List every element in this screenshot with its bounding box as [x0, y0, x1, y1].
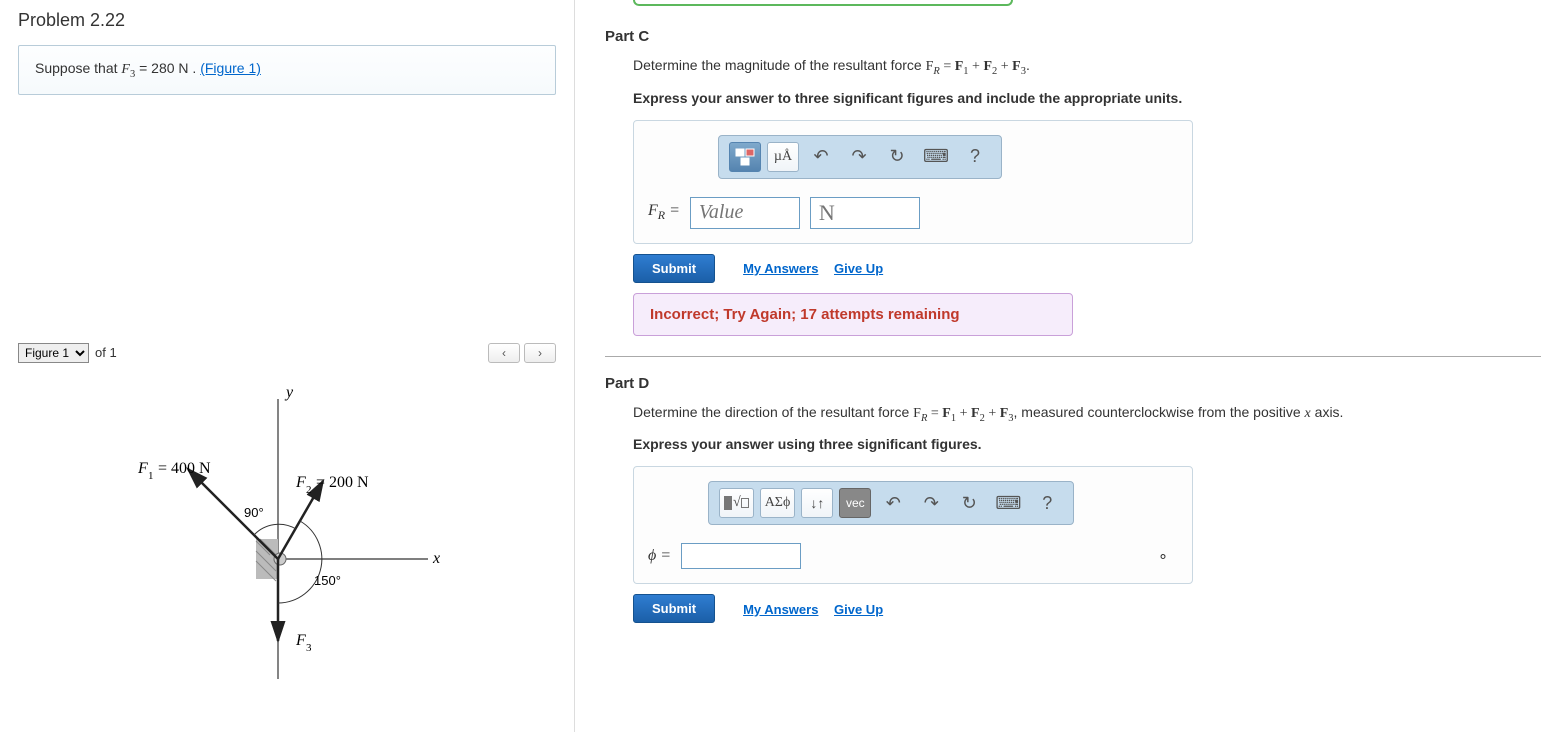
part-d-actions: Submit My Answers Give Up: [633, 594, 1541, 623]
part-d-prompt-text: Determine the direction of the resultant…: [633, 404, 913, 420]
svg-text:F: F: [137, 460, 148, 477]
phi-input[interactable]: [681, 543, 801, 569]
y-axis-label: y: [284, 384, 294, 401]
svg-text:= 400 N: = 400 N: [158, 460, 211, 477]
part-c-input-row: FR =: [648, 197, 1178, 229]
undo-button[interactable]: ↶: [805, 142, 837, 172]
svg-text:1: 1: [148, 470, 154, 482]
give-up-link[interactable]: Give Up: [834, 261, 883, 276]
figure-canvas: y x F 1 = 400 N F 2 = 200 N F 3: [18, 369, 556, 689]
undo-button[interactable]: ↶: [877, 488, 909, 518]
svg-text:90°: 90°: [244, 505, 264, 520]
figure-nav-bar: Figure 1 of 1 ‹ ›: [18, 343, 556, 363]
keyboard-button[interactable]: ⌨: [919, 142, 953, 172]
prev-part-success-fragment: [633, 0, 1013, 6]
svg-text:150°: 150°: [314, 573, 341, 588]
submit-button[interactable]: Submit: [633, 254, 715, 283]
submit-button[interactable]: Submit: [633, 594, 715, 623]
part-c-actions: Submit My Answers Give Up: [633, 254, 1541, 283]
greek-button[interactable]: ΑΣϕ: [760, 488, 796, 518]
svg-text:= 200 N: = 200 N: [316, 474, 369, 491]
part-c-answer-area: µÅ ↶ ↷ ↻ ⌨ ? FR =: [633, 120, 1193, 244]
problem-statement-box: Suppose that F3 = 280 N . (Figure 1): [18, 45, 556, 95]
keyboard-button[interactable]: ⌨: [991, 488, 1025, 518]
help-button[interactable]: ?: [1031, 488, 1063, 518]
template-button[interactable]: √: [719, 488, 754, 518]
part-d-header: Part D: [605, 356, 1541, 392]
redo-button[interactable]: ↷: [843, 142, 875, 172]
sort-button[interactable]: ↓↑: [801, 488, 833, 518]
part-c-instruction: Express your answer to three significant…: [633, 90, 1541, 106]
part-d-answer-area: √ ΑΣϕ ↓↑ vec ↶ ↷ ↻ ⌨ ? ϕ = ∘: [633, 466, 1193, 584]
unit-input[interactable]: [810, 197, 920, 229]
help-button[interactable]: ?: [959, 142, 991, 172]
give-up-link[interactable]: Give Up: [834, 602, 883, 617]
var-f-sub: 3: [130, 69, 135, 80]
figure-select[interactable]: Figure 1: [18, 343, 89, 363]
figure-link[interactable]: (Figure 1): [200, 60, 261, 76]
part-d-input-row: ϕ = ∘: [648, 543, 1178, 569]
svg-text:F: F: [295, 632, 306, 649]
part-c-toolbar: µÅ ↶ ↷ ↻ ⌨ ?: [718, 135, 1002, 179]
reset-button[interactable]: ↻: [953, 488, 985, 518]
x-axis-label: x: [432, 550, 440, 567]
svg-text:F: F: [295, 474, 306, 491]
part-d-toolbar: √ ΑΣϕ ↓↑ vec ↶ ↷ ↻ ⌨ ?: [708, 481, 1074, 525]
reset-button[interactable]: ↻: [881, 142, 913, 172]
suppose-text: Suppose that: [35, 60, 121, 76]
value-input[interactable]: [690, 197, 800, 229]
part-c-header: Part C: [605, 28, 1541, 45]
part-d-prompt: Determine the direction of the resultant…: [633, 402, 1541, 427]
part-d-prompt-post: , measured counterclockwise from the pos…: [1014, 404, 1305, 420]
part-c-lhs: FR =: [648, 202, 680, 223]
figure-prev-button[interactable]: ‹: [488, 343, 520, 363]
my-answers-link[interactable]: My Answers: [743, 261, 818, 276]
template-button[interactable]: [729, 142, 761, 172]
left-panel: Problem 2.22 Suppose that F3 = 280 N . (…: [0, 0, 575, 732]
suppose-eq: = 280 N .: [139, 60, 200, 76]
my-answers-link[interactable]: My Answers: [743, 602, 818, 617]
part-d-lhs: ϕ =: [648, 547, 671, 565]
part-d-instruction: Express your answer using three signific…: [633, 436, 1541, 452]
units-button[interactable]: µÅ: [767, 142, 799, 172]
svg-text:3: 3: [306, 642, 312, 654]
figure-next-button[interactable]: ›: [524, 343, 556, 363]
vec-button[interactable]: vec: [839, 488, 871, 518]
var-f: F: [121, 62, 130, 77]
part-c-prompt: Determine the magnitude of the resultant…: [633, 55, 1541, 80]
degree-symbol: ∘: [1158, 546, 1168, 566]
problem-title: Problem 2.22: [18, 10, 556, 31]
part-c-prompt-text: Determine the magnitude of the resultant…: [633, 57, 926, 73]
part-c-feedback: Incorrect; Try Again; 17 attempts remain…: [633, 293, 1073, 336]
right-panel: Part C Determine the magnitude of the re…: [575, 0, 1559, 732]
redo-button[interactable]: ↷: [915, 488, 947, 518]
figure-count: of 1: [95, 345, 117, 360]
part-d-prompt-end: axis.: [1311, 404, 1344, 420]
svg-text:2: 2: [306, 484, 312, 496]
